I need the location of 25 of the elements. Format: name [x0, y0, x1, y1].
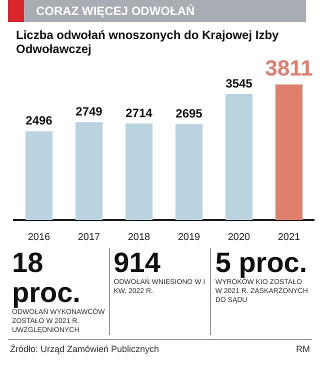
text: RM	[296, 344, 310, 354]
data-label: 3811	[265, 56, 313, 81]
x-tick-label: 2021	[278, 232, 301, 243]
data-label: 2496	[26, 114, 53, 128]
x-tick-label: 2020	[228, 232, 251, 243]
data-label: 2749	[76, 104, 103, 119]
data-label: 2695	[176, 106, 203, 120]
bar	[276, 84, 302, 220]
chart-subtitle: Liczba odwołań wnoszonych do Krajowej Izby Odwoławczej	[15, 27, 280, 56]
x-tick-label: 2017	[78, 232, 101, 243]
x-tick-label: 2016	[28, 232, 51, 243]
data-label: 3545	[226, 76, 253, 90]
bar	[26, 131, 52, 220]
bar	[126, 124, 152, 220]
text: 914	[114, 247, 162, 278]
text: 18 proc.	[12, 247, 80, 308]
text: Źródło: Urząd Zamówień Publicznych	[10, 344, 160, 354]
chart-title: CORAZ WIĘCEJ ODWOŁAŃ	[36, 4, 195, 18]
bar	[76, 122, 102, 220]
x-tick-label: 2018	[128, 232, 151, 243]
text: 5 proc.	[215, 247, 308, 278]
bar	[226, 94, 252, 220]
bar	[176, 124, 202, 220]
data-label: 2714	[126, 106, 153, 120]
x-tick-label: 2019	[178, 232, 201, 243]
